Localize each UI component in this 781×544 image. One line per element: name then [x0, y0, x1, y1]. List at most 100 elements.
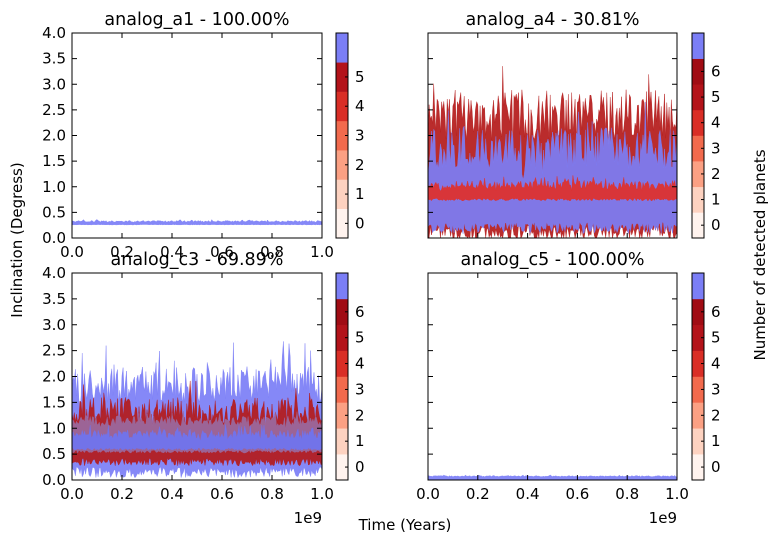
- colorbar-segment: [692, 324, 704, 351]
- colorbar-frame: [335, 272, 349, 481]
- colorbar-tick-label: 4: [711, 114, 721, 132]
- y-tick-label: 1.5: [42, 152, 66, 170]
- colorbar-segment: [692, 161, 704, 188]
- y-tick-label: 3.0: [42, 316, 66, 334]
- panel-title: analog_c5 - 100.00%: [460, 250, 644, 270]
- x-offset-text-left: 1e9: [294, 509, 322, 527]
- colorbar: 0 1 2 3 4 5: [335, 32, 365, 239]
- panel-analog-a1: 0.0 0.2 0.4 0.6 0.8 1.0 0.0 0.5 1.0 1.5 2.0 2.5 3.0 3…: [42, 10, 364, 261]
- y-tick-label: 2.5: [42, 101, 66, 119]
- colorbar-tick-label: 2: [711, 406, 721, 424]
- colorbar-tick-label: 0: [711, 458, 721, 476]
- colorbar-segment: [692, 58, 704, 85]
- x-tick-label: 0.8: [260, 485, 284, 503]
- colorbar-tick-label: 1: [711, 191, 721, 209]
- colorbar-segment: [336, 350, 348, 377]
- y-tick-label: 4.0: [42, 24, 66, 42]
- y-tick-label: 2.0: [42, 127, 66, 145]
- colorbar-segment: [692, 186, 704, 213]
- y-tick-label: 2.5: [42, 342, 66, 360]
- y-tick-label: 0.0: [42, 229, 66, 247]
- x-tick-label: 0.0: [60, 485, 84, 503]
- colorbar-tick-label: 4: [355, 97, 365, 115]
- colorbar-tick-label: 6: [355, 303, 365, 321]
- colorbar-tick-label: 2: [355, 406, 365, 424]
- colorbar: 0 1 2 3 4 5 6: [691, 272, 721, 481]
- x-tick-label: 0.0: [60, 243, 84, 261]
- x-offset-text-right: 1e9: [649, 509, 677, 527]
- panel-title: analog_a4 - 30.81%: [466, 10, 640, 30]
- colorbar-tick-label: 5: [355, 329, 365, 347]
- x-tick-label: 0.2: [110, 485, 134, 503]
- x-tick-label: 0.0: [416, 485, 440, 503]
- colorbar-label: Number of detected planets: [751, 149, 769, 360]
- x-tick-label: 0.4: [516, 485, 540, 503]
- colorbar-segment: [336, 402, 348, 429]
- colorbar-segment: [692, 454, 704, 481]
- colorbar-segment: [336, 62, 348, 92]
- colorbar-tick-label: 3: [355, 380, 365, 398]
- band-level-6: [428, 474, 677, 480]
- x-tick-label: 0.2: [110, 243, 134, 261]
- y-tick-label: 1.5: [42, 393, 66, 411]
- colorbar-segment: [336, 428, 348, 455]
- data-bands: [72, 341, 322, 479]
- x-tick-label: 0.6: [565, 485, 589, 503]
- colorbar-tick-label: 0: [355, 214, 365, 232]
- colorbar-segment: [692, 109, 704, 136]
- x-tick-label: 0.8: [615, 485, 639, 503]
- data-bands: [428, 66, 677, 238]
- x-axis-label: Time (Years): [358, 516, 452, 534]
- colorbar-segment: [692, 135, 704, 162]
- y-tick-label: 1.0: [42, 419, 66, 437]
- data-bands: [72, 219, 322, 226]
- colorbar-segment: [336, 298, 348, 326]
- y-axis-label: Inclination (Degress): [8, 162, 26, 317]
- panel-title: analog_c3 - 69.89%: [111, 250, 284, 270]
- y-tick-label: 3.5: [42, 290, 66, 308]
- colorbar-tick-label: 3: [355, 127, 365, 145]
- x-tick-label: 1.0: [310, 485, 334, 503]
- colorbar-segment: [692, 298, 704, 326]
- colorbar-tick-label: 6: [711, 303, 721, 321]
- y-tick-label: 1.0: [42, 178, 66, 196]
- plot-background: [428, 273, 677, 480]
- band-level-5: [72, 219, 322, 226]
- colorbar-segment: [336, 324, 348, 351]
- colorbar-tick-label: 2: [355, 156, 365, 174]
- colorbar-segment: [336, 376, 348, 403]
- colorbar-tick-label: 3: [711, 139, 721, 157]
- colorbar-tick-label: 5: [711, 88, 721, 106]
- colorbar-segment: [692, 376, 704, 403]
- data-bands: [428, 474, 677, 480]
- colorbar-segment: [692, 402, 704, 429]
- colorbar: 0 1 2 3 4 5 6: [691, 32, 721, 239]
- colorbar-tick-label: 5: [355, 68, 365, 86]
- band-level-6: [72, 424, 322, 451]
- colorbar-segment: [336, 33, 348, 63]
- y-tick-label: 3.0: [42, 75, 66, 93]
- colorbar-segment: [336, 91, 348, 122]
- colorbar-segment: [692, 350, 704, 377]
- panel-analog-c3: 0.0 0.2 0.4 0.6 0.8 1.0 0.0 0.5 1.0 1.5 2.0 2.5 3.0 3…: [42, 250, 364, 503]
- y-tick-label: 0.5: [42, 445, 66, 463]
- colorbar-segment: [692, 212, 704, 239]
- colorbar-tick-label: 2: [711, 165, 721, 183]
- colorbar: 0 1 2 3 4 5 6: [335, 272, 365, 481]
- colorbar-segment: [692, 428, 704, 455]
- colorbar-tick-label: 1: [355, 432, 365, 450]
- colorbar-segment: [692, 273, 704, 300]
- colorbar-segment: [336, 208, 348, 239]
- y-tick-label: 2.0: [42, 368, 66, 386]
- y-tick-label: 0.5: [42, 203, 66, 221]
- x-tick-label: 0.6: [210, 243, 234, 261]
- colorbar-frame: [691, 32, 705, 239]
- colorbar-tick-label: 1: [355, 185, 365, 203]
- x-tick-label: 0.8: [260, 243, 284, 261]
- y-tick-label: 4.0: [42, 264, 66, 282]
- x-tick-label: 0.2: [466, 485, 490, 503]
- colorbar-segment: [336, 150, 348, 180]
- colorbar-segment: [336, 454, 348, 481]
- colorbar-segment: [692, 84, 704, 111]
- x-tick-label: 0.6: [210, 485, 234, 503]
